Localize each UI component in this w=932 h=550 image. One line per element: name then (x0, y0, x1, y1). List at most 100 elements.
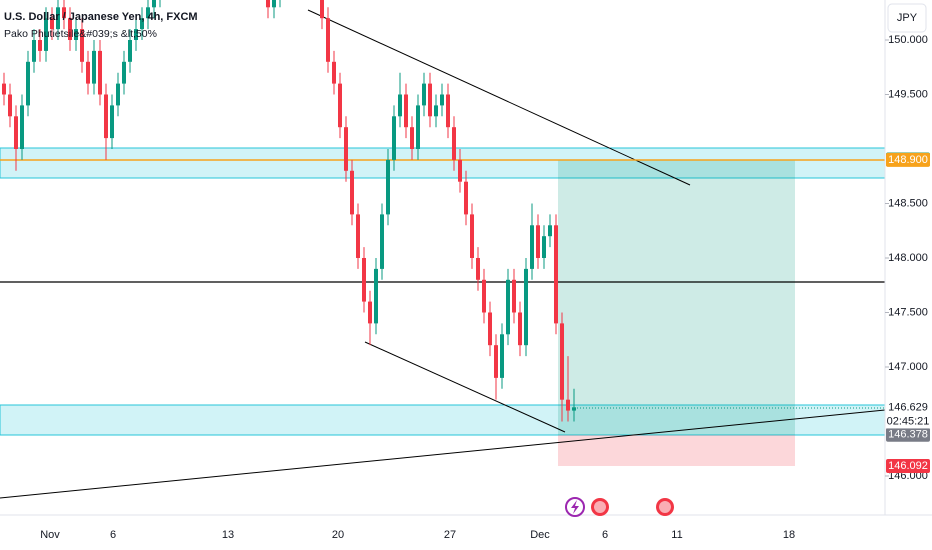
trend-line (307, 9, 691, 186)
candle-body (566, 399, 570, 411)
candle-body (524, 268, 528, 346)
candle-body (152, 0, 156, 8)
candle-body (554, 225, 558, 324)
candle-body (344, 127, 348, 171)
candle-body (482, 279, 486, 313)
lightning (571, 500, 579, 514)
candle-body (428, 83, 432, 117)
candle-body (98, 50, 102, 95)
candle-body (56, 7, 60, 30)
y-tick-label: 148.000 (888, 252, 928, 264)
candle-body (146, 7, 150, 19)
y-tick-label: 147.000 (888, 361, 928, 373)
candle-body (134, 29, 138, 41)
y-tick-label: 149.500 (888, 88, 928, 100)
x-tick-label: Dec (530, 529, 550, 541)
currency-button[interactable] (887, 3, 927, 33)
candle-body (440, 94, 444, 106)
x-tick-label: 27 (444, 529, 456, 541)
candle-body (122, 61, 126, 84)
candle-body (572, 407, 576, 411)
candle-body (530, 225, 534, 269)
indicator-label: Pako Phutietsile&#039;s &lt;50% (4, 28, 157, 40)
candle-body (116, 83, 120, 106)
candle-body (548, 225, 552, 237)
candle-body (26, 61, 30, 106)
candle-body (338, 83, 342, 128)
resistance-zone (0, 147, 885, 179)
candle-body (536, 225, 540, 258)
candle-body (398, 94, 402, 117)
candle-body (356, 214, 360, 258)
y-tick-label: 150.000 (888, 34, 928, 46)
candle-body (392, 116, 396, 160)
candle-body (476, 257, 480, 280)
candle-body (320, 0, 324, 19)
candle-body (80, 29, 84, 62)
candle-body (500, 334, 504, 378)
candle-body (380, 214, 384, 269)
candle-body (374, 268, 378, 324)
support-zone (0, 404, 885, 436)
price-tag-label: 148.900 (888, 154, 928, 166)
event-icons (565, 497, 674, 517)
candle-body (368, 301, 372, 324)
candle-body (542, 236, 546, 258)
y-tick-label: 147.500 (888, 306, 928, 318)
candle-body (86, 61, 90, 84)
candle-body (128, 40, 132, 62)
currency[interactable]: JPY (897, 12, 918, 24)
candle-body (446, 94, 450, 128)
candle-body (362, 257, 366, 302)
drawings (0, 9, 885, 499)
candle-body (50, 18, 54, 30)
candle-body (110, 105, 114, 139)
x-tick-label: 18 (783, 529, 795, 541)
price-tag-label: 146.092 (888, 460, 928, 472)
price-tag (886, 152, 930, 167)
candle-body (92, 50, 96, 84)
candle-body (560, 323, 564, 400)
x-tick-label: 13 (222, 529, 234, 541)
candle-body (422, 83, 426, 106)
flag (659, 501, 671, 513)
channel-line (364, 341, 566, 433)
x-tick-label: Nov (40, 529, 60, 541)
candle-body (410, 127, 414, 149)
x-tick-label: 6 (110, 529, 116, 541)
candle-body (104, 94, 108, 139)
x-tick-label: 6 (602, 529, 608, 541)
candle-body (38, 40, 42, 51)
candle-body (20, 105, 24, 149)
countdown: 02:45:21 (887, 415, 930, 427)
candle-body (272, 0, 276, 8)
y-tick-label: 148.500 (888, 197, 928, 209)
loss-zone (558, 435, 795, 466)
flag (594, 501, 606, 513)
candle-body (404, 94, 408, 128)
price-tag-label: 146.378 (888, 429, 928, 441)
symbol-title: U.S. Dollar / Japanese Yen, 4h, FXCM (4, 11, 198, 23)
candle-body (2, 83, 6, 95)
candle-body (62, 7, 66, 19)
candle-body (8, 94, 12, 117)
candle-body (464, 181, 468, 215)
candle-body (44, 18, 48, 51)
candle-body (68, 18, 72, 41)
candle-body (14, 116, 18, 149)
candle-body (32, 40, 36, 62)
last-price-tag (886, 400, 930, 429)
trend-line (0, 409, 885, 499)
candle-body (506, 279, 510, 335)
candle-body (266, 0, 270, 8)
candles (2, 0, 576, 422)
candle-body (386, 159, 390, 215)
candle-body (518, 312, 522, 346)
profit-zone (558, 160, 795, 435)
candle-body (74, 29, 78, 41)
candle-body (326, 18, 330, 62)
candle-body (140, 18, 144, 30)
candle-body (512, 279, 516, 313)
candle-body (350, 170, 354, 215)
